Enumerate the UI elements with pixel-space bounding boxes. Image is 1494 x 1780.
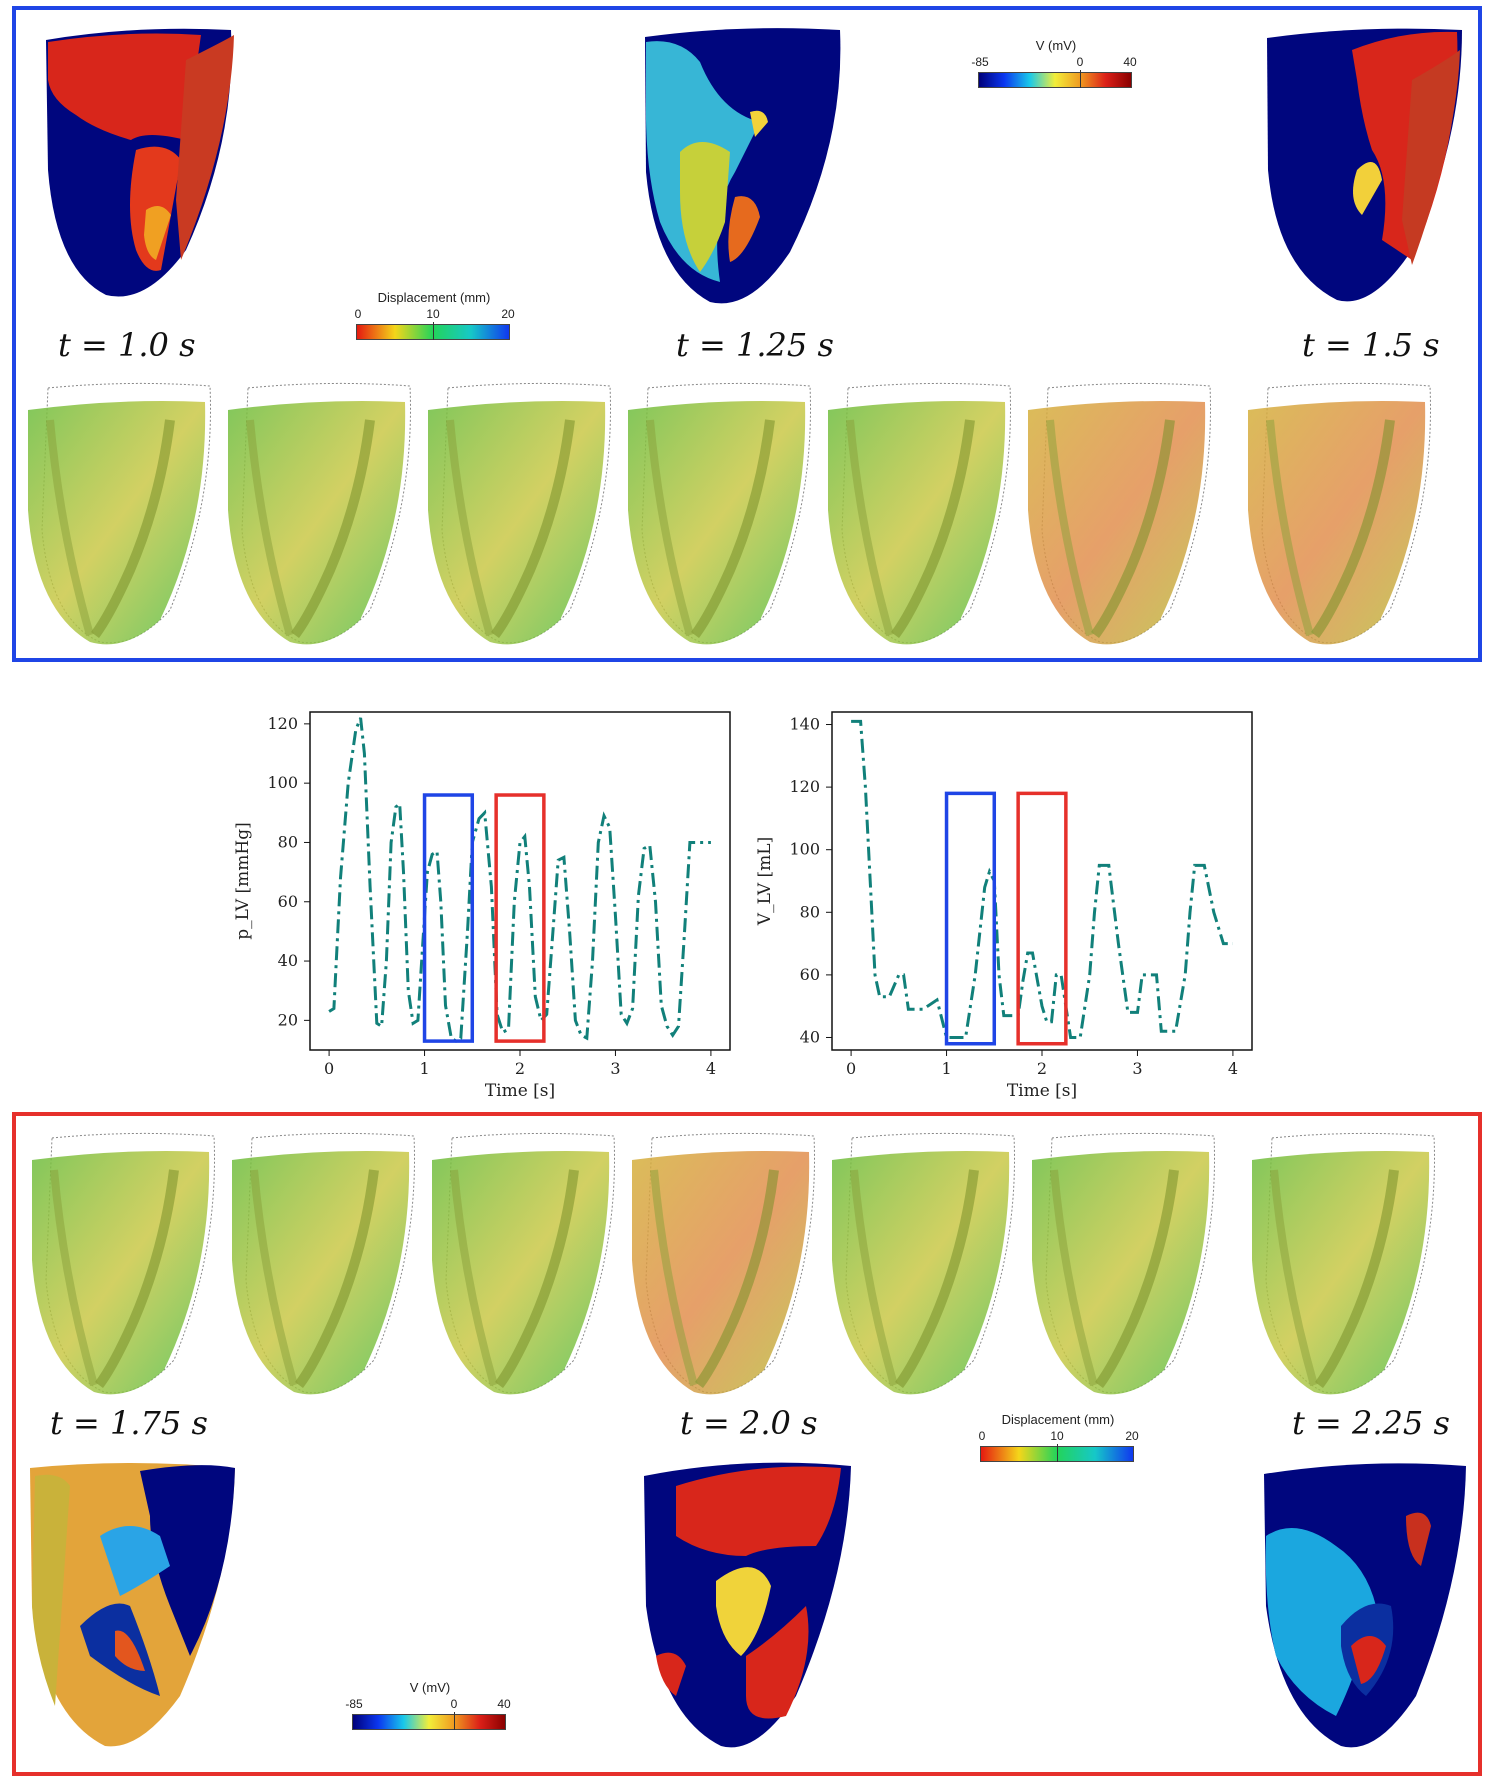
colorbar-mark: [454, 1712, 455, 1730]
bottom-time-window-panel: [12, 1112, 1482, 1776]
displacement-mesh-heart: [632, 1132, 815, 1395]
voltage-heart-t5: [644, 1462, 851, 1748]
highlight-box-blue: [422, 793, 475, 1043]
x-tick-label: 4: [706, 1059, 716, 1078]
y-tick-label: 120: [789, 777, 820, 796]
voltage-gradient: [352, 1714, 506, 1730]
voltage-heart-t2: [645, 28, 841, 304]
colorbar-mark: [1080, 70, 1081, 88]
colorbar-mark: [433, 322, 434, 340]
y-tick-label: 80: [800, 902, 820, 921]
time-label-1.5: t = 1.5 s: [1302, 326, 1440, 364]
voltage-gradient: [978, 72, 1132, 88]
voltage-heart-t1: [46, 28, 234, 297]
volume-chart: 0 1 2 3 4 40 60 80 100 120 140 Time [s] V_LV [mL]: [755, 711, 1253, 1101]
x-axis-label: Time [s]: [1007, 1081, 1077, 1101]
x-tick-label: 0: [846, 1059, 856, 1078]
y-tick-label: 100: [267, 773, 298, 792]
displacement-mesh-heart: [28, 382, 211, 645]
colorbar-tick-max: 20: [501, 307, 515, 321]
colorbar-tick-mid: 0: [1076, 55, 1084, 69]
time-label-1.0: t = 1.0 s: [58, 326, 196, 364]
time-label-1.75: t = 1.75 s: [50, 1404, 208, 1442]
displacement-mesh-heart: [232, 1132, 415, 1395]
x-tick-label: 3: [610, 1059, 620, 1078]
voltage-heart-t4: [30, 1463, 235, 1747]
colorbar-title: Displacement (mm): [377, 290, 491, 305]
time-label-1.25: t = 1.25 s: [676, 326, 834, 364]
highlight-box-red: [1016, 791, 1068, 1046]
displacement-mesh-heart: [1028, 382, 1211, 645]
y-axis-label: V_LV [mL]: [755, 837, 775, 926]
colorbar-title: V (mV): [1035, 38, 1077, 53]
x-tick-label: 3: [1132, 1059, 1142, 1078]
y-tick-label: 20: [278, 1010, 298, 1029]
y-tick-label: 40: [278, 951, 298, 970]
displacement-mesh-heart: [32, 1132, 215, 1395]
x-tick-label: 0: [324, 1059, 334, 1078]
pressure-chart: 0 1 2 3 4 20 40 60 80 100 120 Time [s] p_LV [mmHg]: [233, 711, 731, 1101]
y-tick-label: 40: [800, 1027, 820, 1046]
y-tick-label: 80: [278, 832, 298, 851]
displacement-mesh-heart: [1248, 382, 1431, 645]
top-displacement-colorbar: Displacement (mm) 0 10 20: [354, 290, 515, 350]
displacement-mesh-heart: [1032, 1132, 1215, 1395]
colorbar-tick-mid: 0: [450, 1697, 458, 1711]
colorbar-tick-min: -85: [345, 1697, 363, 1711]
top-time-window-panel: [12, 6, 1482, 662]
colorbar-mark: [1057, 1444, 1058, 1462]
time-label-2.0: t = 2.0 s: [680, 1404, 818, 1442]
y-tick-label: 60: [800, 965, 820, 984]
displacement-mesh-heart: [832, 1132, 1015, 1395]
x-tick-label: 2: [1037, 1059, 1047, 1078]
voltage-heart-t3: [1267, 28, 1462, 302]
colorbar-tick-min: 0: [978, 1429, 986, 1443]
colorbar-tick-mid: 10: [426, 307, 440, 321]
y-tick-label: 120: [267, 714, 298, 733]
data-series-line: [328, 717, 711, 1043]
bottom-displacement-colorbar: Displacement (mm) 0 10 20: [978, 1412, 1139, 1472]
displacement-mesh-heart: [428, 382, 611, 645]
top-voltage-colorbar: V (mV) -85 0 40: [971, 38, 1137, 98]
displacement-mesh-heart: [628, 382, 811, 645]
colorbar-tick-mid: 10: [1050, 1429, 1064, 1443]
x-axis-label: Time [s]: [485, 1081, 555, 1101]
highlight-box-red: [494, 793, 546, 1043]
y-tick-label: 60: [278, 892, 298, 911]
colorbar-tick-max: 40: [497, 1697, 511, 1711]
colorbar-tick-max: 20: [1125, 1429, 1139, 1443]
displacement-mesh-heart: [1252, 1132, 1435, 1395]
displacement-mesh-heart: [228, 382, 411, 645]
colorbar-tick-max: 40: [1123, 55, 1137, 69]
voltage-heart-t6: [1264, 1463, 1466, 1748]
x-tick-label: 1: [419, 1059, 429, 1078]
x-tick-label: 4: [1228, 1059, 1238, 1078]
time-label-2.25: t = 2.25 s: [1292, 1404, 1450, 1442]
plot-frame: [309, 711, 731, 1051]
y-axis-label: p_LV [mmHg]: [233, 822, 253, 940]
x-tick-label: 1: [941, 1059, 951, 1078]
bottom-voltage-colorbar: V (mV) -85 0 40: [345, 1680, 511, 1740]
displacement-mesh-heart: [432, 1132, 615, 1395]
y-tick-label: 100: [789, 840, 820, 859]
x-tick-label: 2: [515, 1059, 525, 1078]
colorbar-tick-min: -85: [971, 55, 989, 69]
colorbar-tick-min: 0: [354, 307, 362, 321]
colorbar-title: Displacement (mm): [1001, 1412, 1115, 1427]
data-series-line: [851, 719, 1233, 1039]
displacement-mesh-heart: [828, 382, 1011, 645]
y-tick-label: 140: [789, 715, 820, 734]
colorbar-title: V (mV): [409, 1680, 451, 1695]
highlight-box-blue: [944, 791, 997, 1046]
